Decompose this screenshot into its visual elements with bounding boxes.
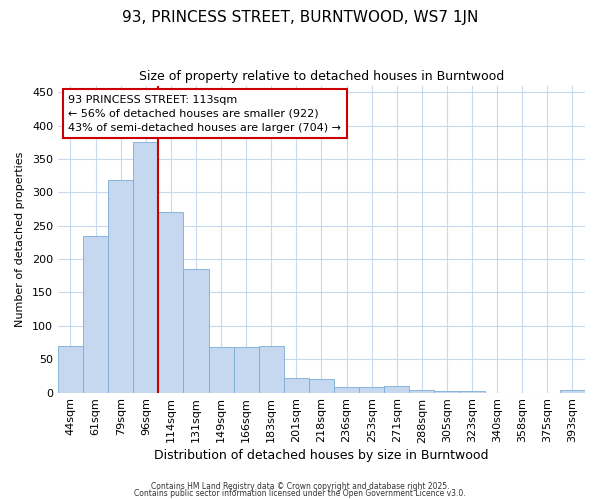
- Bar: [359, 387, 384, 392]
- Y-axis label: Number of detached properties: Number of detached properties: [15, 152, 25, 327]
- Bar: [284, 378, 309, 392]
- Title: Size of property relative to detached houses in Burntwood: Size of property relative to detached ho…: [139, 70, 504, 83]
- Bar: [108, 180, 133, 392]
- Bar: [259, 346, 284, 393]
- Text: 93 PRINCESS STREET: 113sqm
← 56% of detached houses are smaller (922)
43% of sem: 93 PRINCESS STREET: 113sqm ← 56% of deta…: [68, 95, 341, 133]
- X-axis label: Distribution of detached houses by size in Burntwood: Distribution of detached houses by size …: [154, 450, 489, 462]
- Bar: [133, 142, 158, 392]
- Bar: [460, 390, 485, 392]
- Bar: [233, 347, 259, 393]
- Bar: [560, 390, 585, 392]
- Text: Contains public sector information licensed under the Open Government Licence v3: Contains public sector information licen…: [134, 489, 466, 498]
- Bar: [434, 390, 460, 392]
- Bar: [158, 212, 184, 392]
- Bar: [83, 236, 108, 392]
- Text: 93, PRINCESS STREET, BURNTWOOD, WS7 1JN: 93, PRINCESS STREET, BURNTWOOD, WS7 1JN: [122, 10, 478, 25]
- Bar: [384, 386, 409, 392]
- Bar: [334, 386, 359, 392]
- Bar: [209, 347, 233, 393]
- Bar: [58, 346, 83, 393]
- Bar: [409, 390, 434, 392]
- Text: Contains HM Land Registry data © Crown copyright and database right 2025.: Contains HM Land Registry data © Crown c…: [151, 482, 449, 491]
- Bar: [184, 269, 209, 392]
- Bar: [309, 379, 334, 392]
